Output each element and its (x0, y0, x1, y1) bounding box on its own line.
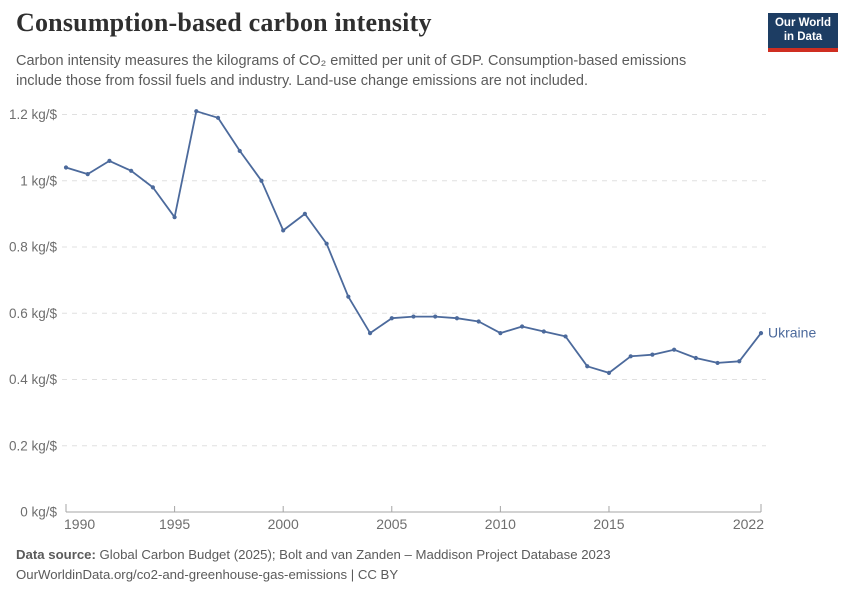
data-source-label: Data source: (16, 547, 96, 562)
x-tick-label: 2015 (593, 516, 624, 532)
data-point[interactable] (476, 319, 481, 324)
data-point[interactable] (172, 215, 177, 220)
data-point[interactable] (237, 148, 242, 154)
x-tick-label: 1995 (159, 516, 190, 532)
owid-url-line[interactable]: OurWorldinData.org/co2-and-greenhouse-ga… (16, 567, 399, 583)
data-source-line: Data source: Global Carbon Budget (2025)… (16, 545, 611, 565)
data-point[interactable] (411, 314, 416, 319)
data-point[interactable] (302, 211, 308, 216)
owid-logo-line2: in Data (783, 30, 823, 43)
data-point[interactable] (454, 316, 460, 321)
data-point[interactable] (628, 354, 633, 359)
x-tick-label: 2010 (485, 516, 516, 532)
y-tick-label: 1.2 kg/$ (9, 107, 58, 122)
x-tick-label: 1990 (64, 516, 95, 532)
page-title: Consumption-based carbon intensity (16, 8, 432, 37)
chart-subtitle: Carbon intensity measures the kilograms … (16, 53, 687, 89)
owid-logo[interactable]: Our World in Data (768, 13, 838, 52)
data-point[interactable] (389, 316, 394, 321)
data-point[interactable] (758, 331, 764, 336)
data-source-text: Global Carbon Budget (2025); Bolt and va… (95, 547, 611, 562)
data-point[interactable] (85, 172, 90, 177)
x-tick-label: 2000 (268, 516, 299, 532)
series-label[interactable]: Ukraine (768, 325, 816, 341)
owid-logo-line1: Our World (774, 17, 831, 29)
owid-logo-red-bar (768, 47, 838, 52)
data-point[interactable] (281, 228, 286, 233)
data-point[interactable] (563, 334, 568, 339)
chart-footer: Data source: Global Carbon Budget (2025)… (16, 545, 611, 586)
series-line-ukraine[interactable] (65, 110, 762, 374)
data-point[interactable] (367, 331, 373, 336)
y-tick-label: 1 kg/$ (20, 173, 57, 188)
data-point[interactable] (519, 324, 525, 329)
data-point[interactable] (346, 294, 351, 299)
data-point[interactable] (498, 331, 503, 336)
data-point[interactable] (324, 241, 329, 246)
data-point[interactable] (194, 109, 199, 114)
y-tick-label: 0 kg/$ (20, 505, 57, 520)
y-tick-label: 0.6 kg/$ (9, 306, 58, 321)
data-point[interactable] (715, 360, 720, 366)
data-point[interactable] (129, 168, 134, 173)
data-point[interactable] (63, 165, 69, 170)
y-tick-label: 0.8 kg/$ (9, 240, 58, 255)
y-tick-label: 0.2 kg/$ (9, 438, 58, 453)
data-point[interactable] (606, 370, 612, 375)
data-point[interactable] (585, 364, 590, 369)
data-point[interactable] (215, 115, 221, 120)
data-point[interactable] (259, 178, 264, 183)
data-point[interactable] (693, 355, 698, 361)
data-point[interactable] (433, 314, 438, 319)
data-point[interactable] (672, 347, 677, 352)
data-point[interactable] (541, 329, 546, 334)
data-point[interactable] (150, 185, 155, 190)
data-point[interactable] (650, 352, 655, 357)
data-point[interactable] (107, 158, 112, 163)
x-tick-label: 2005 (376, 516, 407, 532)
data-point[interactable] (737, 359, 742, 364)
x-tick-label: 2022 (733, 516, 764, 532)
y-tick-label: 0.4 kg/$ (9, 372, 58, 387)
owid-logo-box: Our World in Data (768, 13, 838, 48)
